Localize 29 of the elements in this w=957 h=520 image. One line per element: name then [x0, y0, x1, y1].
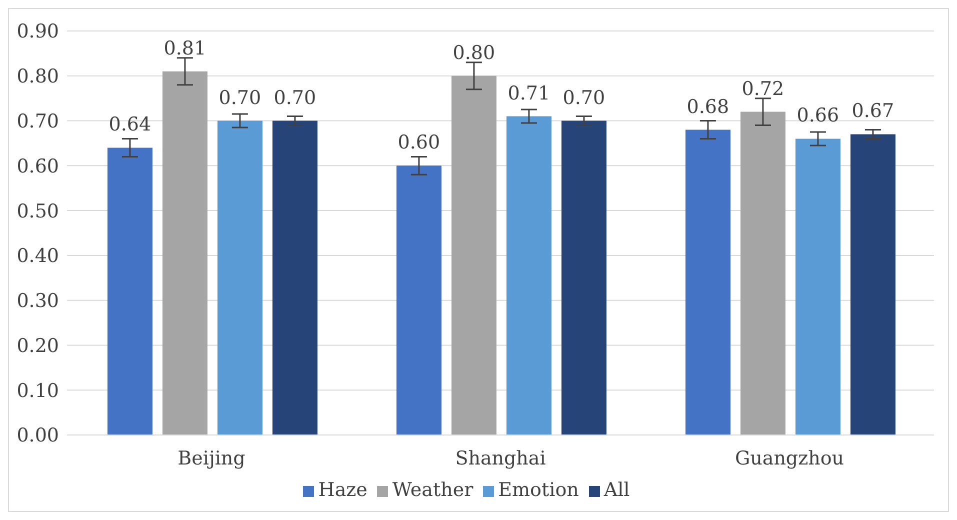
- x-tick-label: Beijing: [178, 447, 246, 470]
- data-label: 0.81: [164, 37, 206, 60]
- data-label: 0.67: [852, 100, 894, 122]
- y-tick-label: 0.30: [16, 290, 59, 312]
- y-tick-label: 0.60: [16, 155, 59, 178]
- data-label: 0.64: [108, 114, 152, 136]
- data-label: 0.72: [742, 78, 784, 100]
- data-label: 0.70: [218, 86, 262, 109]
- data-label: 0.66: [796, 104, 840, 127]
- y-tick-label: 0.00: [16, 424, 59, 447]
- data-label: 0.60: [398, 132, 440, 154]
- legend-label: Emotion: [498, 479, 579, 501]
- y-tick-label: 0.40: [16, 245, 59, 268]
- data-label: 0.70: [274, 86, 316, 109]
- data-label: 0.70: [562, 86, 606, 109]
- y-tick-label: 0.20: [16, 334, 59, 357]
- legend-label: Weather: [392, 479, 474, 501]
- y-tick-label: 0.70: [16, 110, 59, 133]
- x-tick-label: Shanghai: [455, 447, 546, 470]
- y-tick-label: 0.10: [16, 380, 59, 402]
- data-label: 0.71: [508, 82, 550, 104]
- data-label: 0.80: [452, 42, 496, 64]
- y-tick-label: 0.50: [16, 200, 59, 222]
- legend-label: Haze: [318, 479, 368, 501]
- x-tick-label: Guangzhou: [734, 447, 844, 470]
- data-label: 0.68: [686, 96, 730, 118]
- legend-label: All: [604, 479, 630, 501]
- y-tick-label: 0.80: [16, 66, 59, 88]
- y-tick-label: 0.90: [16, 20, 59, 43]
